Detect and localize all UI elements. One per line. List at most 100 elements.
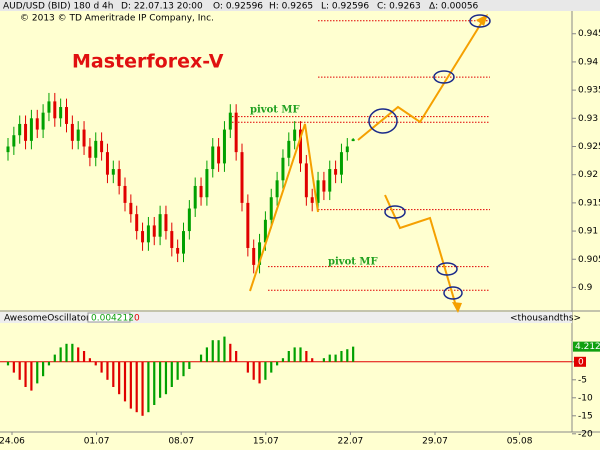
osc-value: 0.004212 (91, 314, 134, 324)
candle-body (211, 146, 215, 170)
arrow-head (476, 14, 488, 26)
candle-body (199, 185, 203, 198)
candle-body (310, 197, 314, 203)
candle-body (12, 135, 16, 147)
candle-body (100, 140, 104, 153)
candle-body (129, 202, 133, 215)
candle-body (88, 146, 92, 158)
x-tick-label: 01.07 (84, 437, 110, 447)
osc-value-box (87, 312, 131, 323)
candle-body (334, 169, 338, 175)
candle-body (152, 225, 156, 237)
target-ellipse (368, 108, 398, 134)
annotation: pivot MF (250, 105, 300, 116)
x-tick-label: 08.07 (168, 437, 194, 447)
y-tick-label: -5 (578, 375, 587, 385)
target-ellipse (436, 262, 458, 276)
y-tick-label: 0.94 (578, 57, 598, 67)
candle-body (141, 231, 145, 243)
x-tick-label: 15.07 (253, 437, 279, 447)
candle-body (6, 146, 10, 153)
candle-body (345, 146, 349, 153)
candle-body (65, 107, 68, 124)
y-tick-label: 0.91 (578, 227, 598, 237)
candle-body (35, 118, 39, 130)
y-tick-label: 0.935 (578, 86, 600, 96)
candle-body (111, 169, 115, 175)
header-field: O: 0.92596 (213, 2, 263, 12)
header-field: L: 0.92596 (321, 2, 369, 12)
candle-body (182, 231, 185, 254)
header-field: C: 0.9263 (377, 2, 421, 12)
candle-body (105, 152, 109, 175)
osc-zero: 0 (134, 314, 140, 324)
projection-arrow (384, 194, 457, 307)
candle-body (29, 118, 33, 141)
y-tick-label: 0.92 (578, 170, 598, 180)
x-tick-label: 05.08 (507, 437, 533, 447)
candle-body (222, 129, 226, 164)
candle-body (240, 152, 244, 203)
candle-body (281, 157, 285, 181)
candle-body (76, 129, 80, 141)
candle-body (258, 242, 262, 265)
candle-body (316, 180, 320, 203)
y-tick-label: -20 (578, 429, 593, 439)
candle-body (47, 101, 51, 113)
osc-header (0, 312, 572, 323)
candle-body (246, 202, 250, 248)
y-tick-label: 0.905 (578, 255, 600, 265)
target-ellipse (443, 286, 463, 300)
zero-box (574, 356, 586, 367)
candle-body (59, 107, 63, 119)
target-ellipse (433, 70, 455, 84)
header-bar (0, 0, 600, 11)
annotation: pivot MF (328, 257, 378, 268)
candle-body (146, 225, 150, 243)
candle-body (234, 112, 238, 153)
target-ellipse (384, 205, 406, 219)
candle-body (158, 214, 162, 237)
osc-units: <thousandths> (510, 314, 581, 324)
candle-body (193, 185, 197, 209)
candle-body (187, 208, 191, 232)
candle-body (351, 139, 355, 142)
header-field: AUD/USD (BID) 180 d 4h (3, 2, 113, 12)
wave (249, 123, 319, 292)
candle-body (304, 163, 308, 198)
osc-title: AwesomeOscillator (4, 314, 90, 324)
candle-body (24, 123, 28, 141)
header-field: Δ: 0.00056 (429, 2, 479, 12)
candle-body (287, 140, 291, 158)
x-tick-label: 24.06 (0, 437, 25, 447)
candle-body (293, 129, 297, 141)
candle-body (275, 180, 279, 198)
candle-body (322, 180, 326, 192)
header-field: H: 0.9265 (269, 2, 313, 12)
y-tick-label: 0.945 (578, 29, 600, 39)
candle-body (164, 214, 168, 232)
candle-body (263, 219, 267, 243)
candle-body (82, 129, 86, 147)
copyright: © 2013 © TD Ameritrade IP Company, Inc. (20, 14, 214, 24)
y-tick-label: 0.915 (578, 198, 600, 208)
candle-body (123, 185, 127, 203)
candle-body (53, 101, 57, 119)
candle-body (205, 169, 209, 198)
candle-body (176, 247, 180, 254)
x-tick-label: 29.07 (422, 437, 448, 447)
candle-body (117, 169, 121, 186)
candle-body (252, 247, 256, 265)
candle-body (41, 112, 45, 130)
candle-body (339, 152, 343, 175)
candle-body (328, 169, 332, 192)
last-value-box (573, 341, 600, 352)
chart-title: Masterforex-V (72, 51, 224, 73)
candle-body (170, 231, 174, 248)
arrow-head (452, 302, 462, 313)
y-tick-label: 0 (578, 357, 584, 367)
candle-body (18, 123, 22, 136)
